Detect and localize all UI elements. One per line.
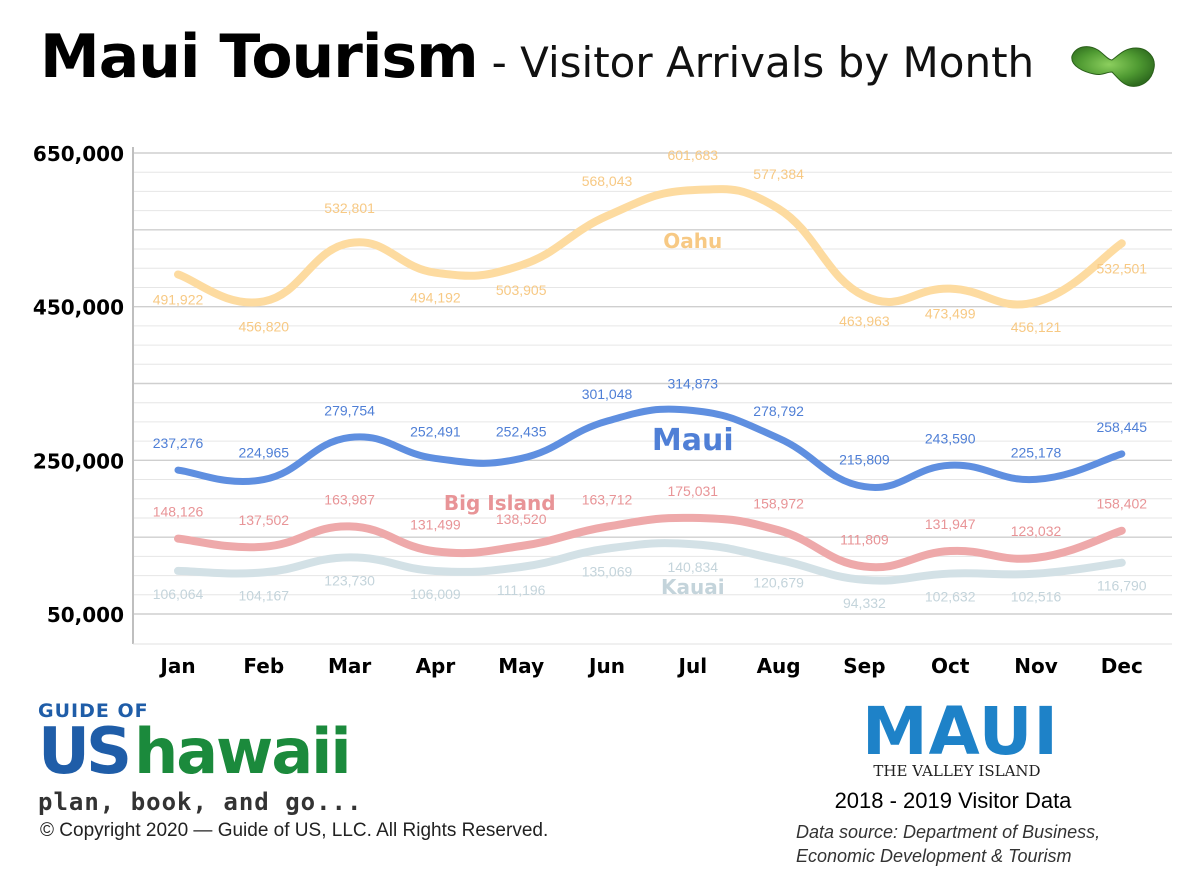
- maui-valley-island-logo: MAUI THE VALLEY ISLAND: [862, 693, 1059, 781]
- y-tick-labels: 650,000 450,000 250,000 50,000: [33, 142, 124, 627]
- x-tick-label: Jan: [158, 654, 195, 678]
- y-tick-label: 450,000: [33, 296, 124, 320]
- x-tick-label: Mar: [328, 654, 371, 678]
- y-tick-label: 50,000: [47, 603, 124, 627]
- y-tick-label: 250,000: [33, 449, 124, 473]
- data-label-kauai: 102,632: [925, 589, 976, 605]
- y-tick-label: 650,000: [33, 142, 124, 166]
- data-label-maui: 252,435: [496, 423, 547, 439]
- x-tick-labels: Jan Feb Mar Apr May Jun Jul Aug Sep Oct Nov Dec: [158, 654, 1142, 678]
- x-tick-label: Feb: [243, 654, 284, 678]
- data-label-big-island: 111,809: [840, 532, 889, 548]
- data-label-kauai: 120,679: [753, 575, 804, 591]
- maui-logo-word: MAUI: [862, 693, 1059, 770]
- x-tick-label: Jun: [587, 654, 625, 678]
- series-line-big-island: [174, 513, 1126, 572]
- data-label-big-island: 175,031: [667, 483, 718, 499]
- page-subtitle: - Visitor Arrivals by Month: [491, 38, 1035, 87]
- data-label-oahu: 456,820: [238, 318, 289, 334]
- guide-of-us-hawaii-logo[interactable]: GUIDE OF UShawaii plan, book, and go...: [38, 700, 362, 816]
- data-label-maui: 252,491: [410, 423, 461, 439]
- data-label-big-island: 131,499: [410, 516, 461, 532]
- series-name-oahu: Oahu: [663, 229, 722, 253]
- data-label-maui: 237,276: [153, 435, 204, 451]
- logo-tagline: plan, book, and go...: [38, 788, 363, 816]
- data-label-oahu: 532,801: [324, 200, 375, 216]
- chart-axes: [132, 147, 1172, 645]
- series-line-oahu: [174, 185, 1126, 309]
- data-label-big-island: 163,987: [324, 491, 375, 507]
- series-line-kauai: [174, 539, 1126, 585]
- copyright-notice: © Copyright 2020 — Guide of US, LLC. All…: [40, 820, 549, 841]
- data-label-oahu: 494,192: [410, 290, 461, 306]
- data-label-big-island: 148,126: [153, 504, 204, 520]
- data-label-oahu: 601,683: [667, 147, 718, 163]
- maui-island-icon: [1071, 46, 1155, 87]
- page-title: Maui Tourism: [40, 22, 479, 92]
- data-source-note: Data source: Department of Business, Eco…: [796, 822, 1101, 866]
- x-tick-label: Apr: [416, 654, 456, 678]
- data-label-big-island: 137,502: [238, 512, 289, 528]
- data-label-kauai: 102,516: [1011, 589, 1062, 605]
- data-label-maui: 314,873: [667, 375, 718, 391]
- data-label-kauai: 94,332: [843, 595, 886, 611]
- x-tick-label: Oct: [931, 654, 970, 678]
- series-lines: [174, 185, 1126, 585]
- data-label-oahu: 577,384: [753, 166, 804, 182]
- data-label-big-island: 138,520: [496, 511, 547, 527]
- data-label-oahu: 463,963: [839, 313, 890, 329]
- x-tick-label: Nov: [1014, 654, 1058, 678]
- logo-us-text: US: [38, 715, 132, 789]
- data-label-big-island: 123,032: [1011, 523, 1062, 539]
- series-data-labels: 491,922 456,820 532,801 494,192 503,905 568,0…: [153, 147, 1148, 611]
- data-label-maui: 301,048: [582, 386, 633, 402]
- data-label-kauai: 106,009: [410, 586, 461, 602]
- data-label-maui: 225,178: [1011, 444, 1062, 460]
- data-label-big-island: 158,972: [753, 495, 804, 511]
- logo-hawaii-text: hawaii: [134, 715, 352, 788]
- data-label-oahu: 568,043: [582, 173, 633, 189]
- data-label-oahu: 491,922: [153, 291, 204, 307]
- data-label-kauai: 116,790: [1097, 578, 1147, 594]
- series-line-maui: [174, 405, 1126, 491]
- data-label-big-island: 158,402: [1096, 496, 1147, 512]
- data-label-oahu: 473,499: [925, 306, 976, 322]
- data-label-kauai: 111,196: [497, 582, 546, 598]
- series-name-kauai: Kauai: [661, 575, 725, 599]
- title-row: Maui Tourism - Visitor Arrivals by Month: [40, 22, 1034, 112]
- x-tick-label: Dec: [1101, 654, 1143, 678]
- series-names: Oahu Maui Big Island Kauai: [444, 229, 734, 599]
- data-label-kauai: 135,069: [582, 564, 633, 580]
- data-label-oahu: 456,121: [1011, 319, 1062, 335]
- x-tick-label: Sep: [843, 654, 885, 678]
- x-tick-label: May: [498, 654, 544, 678]
- data-years-caption: 2018 - 2019 Visitor Data: [834, 788, 1072, 813]
- data-label-oahu: 503,905: [496, 282, 547, 298]
- data-label-maui: 278,792: [753, 403, 804, 419]
- data-label-maui: 243,590: [925, 430, 976, 446]
- data-label-big-island: 163,712: [582, 492, 633, 508]
- logo-guide-of-text: GUIDE OF: [38, 700, 149, 722]
- line-chart: 491,922 456,820 532,801 494,192 503,905 568,0…: [33, 142, 1172, 678]
- series-name-big-island: Big Island: [444, 491, 556, 515]
- data-label-kauai: 140,834: [667, 559, 718, 575]
- data-label-maui: 279,754: [324, 402, 375, 418]
- data-label-kauai: 123,730: [324, 572, 375, 588]
- maui-logo-tagline: THE VALLEY ISLAND: [873, 762, 1041, 780]
- data-label-kauai: 106,064: [153, 586, 204, 602]
- series-name-maui: Maui: [652, 423, 734, 458]
- data-label-maui: 215,809: [839, 452, 890, 468]
- data-label-kauai: 104,167: [238, 587, 289, 603]
- data-label-maui: 258,445: [1096, 419, 1147, 435]
- data-label-big-island: 131,947: [925, 516, 976, 532]
- data-label-oahu: 532,501: [1096, 260, 1147, 276]
- data-label-maui: 224,965: [238, 445, 289, 461]
- x-tick-label: Jul: [677, 654, 708, 678]
- x-tick-label: Aug: [757, 654, 801, 678]
